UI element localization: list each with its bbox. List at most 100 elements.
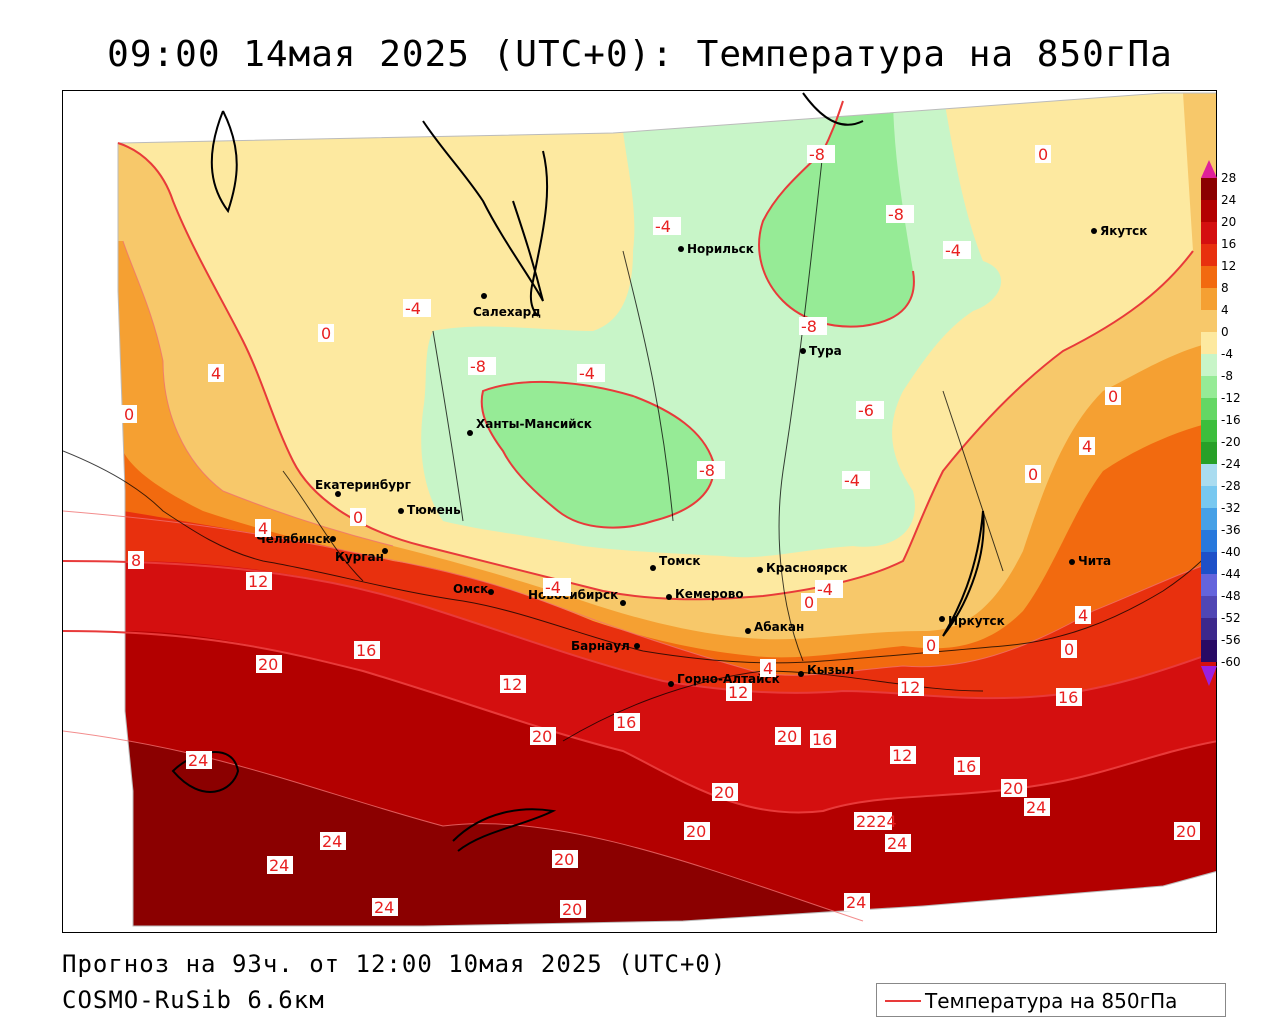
- contour-label: 20: [530, 727, 556, 746]
- contour-label: 2224: [854, 812, 897, 831]
- svg-text:16: 16: [956, 757, 976, 776]
- contour-label-layer: 0 -8 -4 -8 -4 -4 -8 -8 -4 -6 -4 0 -4 -8 …: [121, 145, 1200, 919]
- city-tyumen: Тюмень: [407, 503, 461, 517]
- legend-swatch: [1201, 398, 1217, 420]
- legend-swatch: [1201, 464, 1217, 486]
- contour-label: 0: [923, 636, 939, 655]
- contour-label: -4: [842, 471, 870, 490]
- band-m8-west: [481, 381, 714, 528]
- legend-swatch: [1201, 178, 1217, 200]
- svg-text:16: 16: [616, 713, 636, 732]
- legend-swatch: [1201, 596, 1217, 618]
- svg-text:0: 0: [124, 405, 134, 424]
- city-dot: [757, 567, 763, 573]
- contour-label: 12: [726, 683, 752, 702]
- svg-text:20: 20: [1003, 779, 1023, 798]
- svg-text:-4: -4: [844, 471, 860, 490]
- city-kyzyl: Кызыл: [807, 663, 854, 677]
- city-barnaul: Барнаул: [571, 639, 630, 653]
- svg-text:0: 0: [926, 636, 936, 655]
- legend-ticks: 28 24 20 16 12 8 4 0 -4 -8 -12 -16 -20 -24 -28 -32 -36 -4…: [1221, 171, 1241, 669]
- legend-swatch: [1201, 442, 1217, 464]
- contour-label: 16: [354, 641, 380, 660]
- svg-text:-8: -8: [470, 357, 486, 376]
- legend-swatch: [1201, 354, 1217, 376]
- svg-text:20: 20: [1176, 822, 1196, 841]
- map-panel: Норильск Якутск Салехард Тура Ханты-Манс…: [62, 90, 1217, 933]
- map-title: 09:00 14мая 2025 (UTC+0): Температура на…: [107, 34, 1173, 75]
- svg-text:20: 20: [532, 727, 552, 746]
- legend-swatch: [1201, 530, 1217, 552]
- contour-label: 4: [208, 364, 224, 383]
- contour-label: [996, 781, 1022, 799]
- city-khanty-mansiysk: Ханты-Мансийск: [476, 417, 592, 431]
- contour-label: 0: [318, 324, 334, 343]
- contour-label: 20: [1174, 822, 1200, 841]
- contour-label: 24: [186, 751, 212, 770]
- city-dot: [382, 548, 388, 554]
- legend-swatch: [1201, 200, 1217, 222]
- city-gorno-altaysk: Горно-Алтайск: [677, 672, 780, 686]
- legend-tick-label: 28: [1221, 171, 1236, 185]
- legend-tick-label: -52: [1221, 611, 1241, 625]
- legend-swatch: [1201, 640, 1217, 662]
- legend-swatch: [1201, 420, 1217, 442]
- contour-label: -8: [886, 205, 914, 224]
- contour-label: 16: [810, 730, 836, 749]
- legend-tick-label: -36: [1221, 523, 1241, 537]
- city-dot: [634, 643, 640, 649]
- legend-tick-label: -32: [1221, 501, 1241, 515]
- svg-text:-4: -4: [545, 578, 561, 597]
- svg-text:4: 4: [763, 659, 773, 678]
- legend-tick-label: 16: [1221, 237, 1236, 251]
- legend-swatch: [1201, 376, 1217, 398]
- legend-tick-label: 8: [1221, 281, 1229, 295]
- city-dot: [398, 508, 404, 514]
- svg-text:-4: -4: [405, 299, 421, 318]
- city-dot: [666, 594, 672, 600]
- city-salekhard: Салехард: [473, 305, 541, 319]
- city-dot: [1091, 228, 1097, 234]
- city-tomsk: Томск: [659, 554, 701, 568]
- svg-text:20: 20: [777, 727, 797, 746]
- svg-text:-8: -8: [809, 145, 825, 164]
- svg-text:12: 12: [502, 675, 522, 694]
- legend-cells: [1201, 178, 1217, 662]
- svg-text:12: 12: [728, 683, 748, 702]
- legend-swatch: [1201, 222, 1217, 244]
- contour-label: 24: [372, 898, 398, 917]
- svg-text:20: 20: [714, 783, 734, 802]
- contour-label: 0: [1105, 387, 1121, 406]
- contour-label: 24: [844, 893, 870, 912]
- contour-label: 4: [1079, 437, 1095, 456]
- legend-arrow-bottom: [1201, 666, 1217, 686]
- city-kurgan: Курган: [335, 550, 384, 564]
- legend-swatch: [1201, 552, 1217, 574]
- contour-label: -4: [943, 241, 971, 260]
- svg-text:20: 20: [258, 655, 278, 674]
- svg-text:4: 4: [211, 364, 221, 383]
- contour-label: -4: [403, 299, 431, 318]
- legend-swatch: [1201, 332, 1217, 354]
- legend-tick-label: -24: [1221, 457, 1241, 471]
- contour-lines: [63, 100, 1216, 814]
- city-novosibirsk: Новосибирск: [528, 588, 618, 602]
- svg-text:4: 4: [1082, 437, 1092, 456]
- legend-swatch: [1201, 266, 1217, 288]
- city-chita: Чита: [1078, 554, 1111, 568]
- legend-arrow-top: [1201, 160, 1217, 178]
- svg-text:4: 4: [258, 519, 268, 538]
- contour-label: 20: [552, 850, 578, 869]
- legend-swatch: [1201, 310, 1217, 332]
- city-krasnoyarsk: Красноярск: [766, 561, 848, 575]
- contour-label: -4: [815, 580, 843, 599]
- contour-label: 12: [890, 746, 916, 765]
- svg-text:-4: -4: [579, 364, 595, 383]
- svg-text:0: 0: [1108, 387, 1118, 406]
- contour-label: 20: [1001, 779, 1027, 798]
- contour-label: 8: [128, 551, 144, 570]
- contour-label: -8: [697, 461, 725, 480]
- svg-text:16: 16: [356, 641, 376, 660]
- svg-text:24: 24: [846, 893, 866, 912]
- city-dot: [481, 293, 487, 299]
